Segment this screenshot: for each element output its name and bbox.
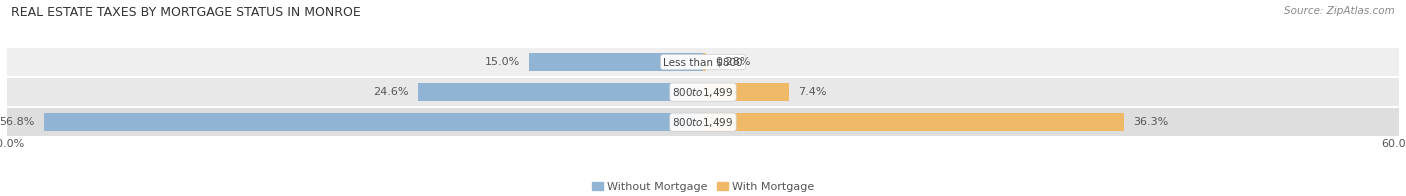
Text: 7.4%: 7.4%	[799, 87, 827, 97]
Text: 0.28%: 0.28%	[716, 57, 751, 67]
Text: $800 to $1,499: $800 to $1,499	[672, 116, 734, 129]
Bar	[7, 107, 1399, 137]
Text: 56.8%: 56.8%	[0, 117, 35, 127]
Bar	[418, 83, 703, 101]
Bar	[529, 53, 703, 71]
Text: 15.0%: 15.0%	[485, 57, 520, 67]
Bar	[44, 113, 703, 131]
Text: 24.6%: 24.6%	[373, 87, 408, 97]
Bar	[7, 77, 1399, 107]
Text: $800 to $1,499: $800 to $1,499	[672, 86, 734, 99]
Text: Less than $800: Less than $800	[664, 57, 742, 67]
Bar	[7, 47, 1399, 77]
Text: 36.3%: 36.3%	[1133, 117, 1168, 127]
Bar	[703, 53, 706, 71]
Text: REAL ESTATE TAXES BY MORTGAGE STATUS IN MONROE: REAL ESTATE TAXES BY MORTGAGE STATUS IN …	[11, 6, 361, 19]
Text: Source: ZipAtlas.com: Source: ZipAtlas.com	[1284, 6, 1395, 16]
Bar	[703, 83, 789, 101]
Bar	[703, 113, 1123, 131]
Legend: Without Mortgage, With Mortgage: Without Mortgage, With Mortgage	[588, 178, 818, 196]
